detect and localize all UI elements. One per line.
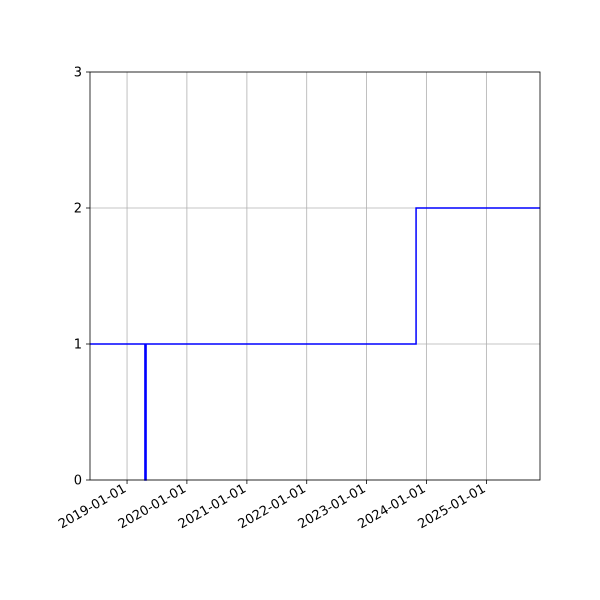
- plot-frame: [89, 71, 541, 481]
- series-layer: [90, 207, 540, 481]
- y-tick-label: 3: [74, 66, 82, 81]
- y-tick-label: 2: [74, 202, 82, 217]
- y-tick-label: 0: [74, 474, 82, 489]
- axes-ticks: 2019-01-012020-01-012021-01-012022-01-01…: [56, 66, 488, 533]
- x-tick-label: 2025-01-01: [415, 481, 488, 532]
- grid: [90, 71, 540, 481]
- series-line: [90, 207, 540, 481]
- y-tick-label: 1: [74, 338, 82, 353]
